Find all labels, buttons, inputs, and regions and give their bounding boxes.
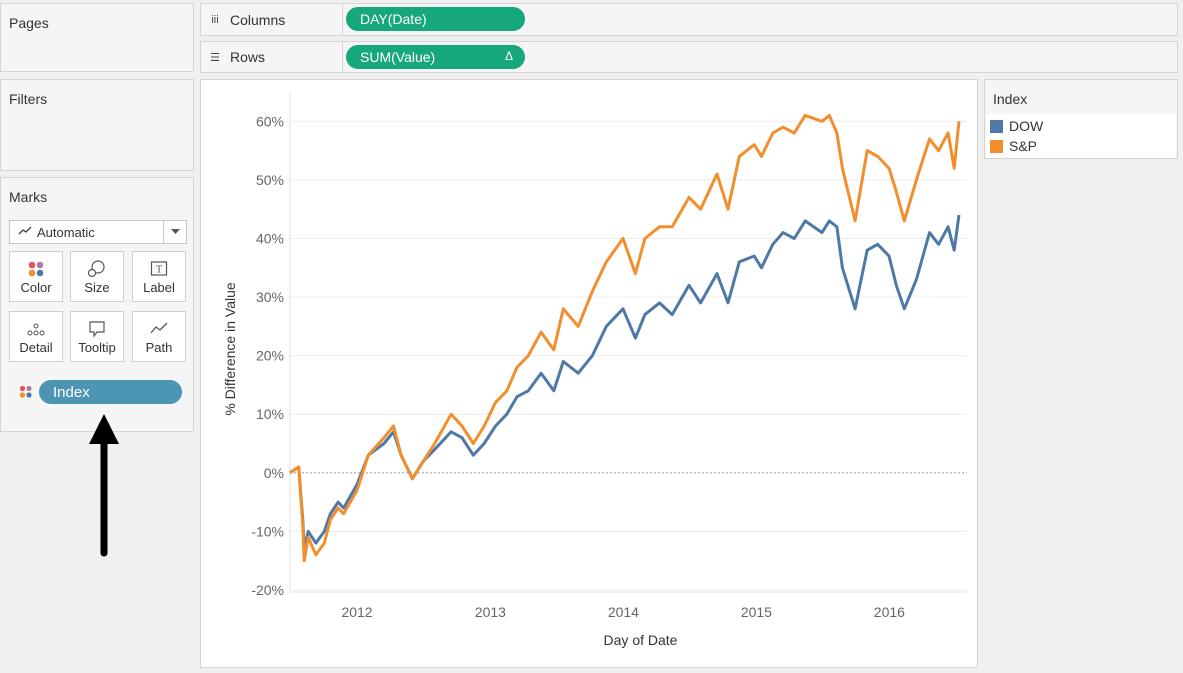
x-tick-label: 2012 <box>341 604 372 620</box>
x-tick-label: 2014 <box>608 604 639 620</box>
chart-area: 60% 50% 40% 30% 20% 10% 0% -10% -20% 2012 2013 2014… <box>200 79 978 668</box>
y-axis-title: % Difference in Value <box>222 282 238 416</box>
y-tick-label: 10% <box>256 406 284 422</box>
tooltip-button[interactable]: Tooltip <box>70 311 124 362</box>
rows-label: Rows <box>230 49 266 65</box>
marks-title: Marks <box>9 189 48 205</box>
label-icon: T <box>133 260 185 278</box>
size-button[interactable]: Size <box>70 251 124 302</box>
tooltip-label: Tooltip <box>78 340 116 355</box>
svg-text:T: T <box>156 265 162 276</box>
detail-button[interactable]: Detail <box>9 311 63 362</box>
y-tick-label: 0% <box>264 465 284 481</box>
mark-type-dropdown[interactable]: Automatic <box>9 220 187 244</box>
path-label: Path <box>145 340 173 355</box>
detail-icon <box>10 320 62 338</box>
rows-pill[interactable]: SUM(Value) Δ <box>346 45 525 69</box>
index-field-pill[interactable]: Index <box>39 380 182 404</box>
x-axis-title: Day of Date <box>604 632 678 648</box>
arrow-up-icon <box>89 414 119 557</box>
legend-swatch-sp <box>990 139 1003 153</box>
x-tick-label: 2016 <box>874 604 905 620</box>
filters-title: Filters <box>9 91 48 107</box>
size-icon <box>71 260 123 278</box>
color-icon <box>10 260 62 278</box>
line-chart-icon <box>18 223 32 241</box>
legend-body: DOW S&P <box>986 114 1176 158</box>
legend-label-sp: S&P <box>1009 138 1038 154</box>
series-line-dow <box>289 214 961 551</box>
columns-pill-text: DAY(Date) <box>360 11 427 27</box>
legend-title: Index <box>993 91 1028 107</box>
rows-pill-text: SUM(Value) <box>360 49 436 65</box>
legend-swatch-dow <box>990 119 1003 133</box>
legend-panel: Index DOW S&P <box>984 79 1178 159</box>
size-label: Size <box>84 280 110 295</box>
label-label: Label <box>143 280 175 295</box>
chevron-down-icon[interactable] <box>163 221 186 243</box>
columns-label: Columns <box>230 11 286 28</box>
rows-shelf-label: ☰ Rows <box>201 42 343 72</box>
mark-type-value: Automatic <box>37 224 95 240</box>
path-icon <box>133 320 185 338</box>
y-tick-label: 30% <box>256 289 284 305</box>
y-tick-label: -10% <box>251 523 284 539</box>
legend-item-sp[interactable]: S&P <box>990 137 1037 155</box>
label-button[interactable]: T Label <box>132 251 186 302</box>
y-tick-label: 50% <box>256 172 284 188</box>
pages-title: Pages <box>9 15 49 31</box>
pages-panel[interactable]: Pages <box>0 3 194 72</box>
legend-item-dow[interactable]: DOW <box>990 117 1043 135</box>
y-tick-label: 20% <box>256 348 284 364</box>
color-button[interactable]: Color <box>9 251 63 302</box>
tooltip-icon <box>71 320 123 338</box>
filters-panel[interactable]: Filters <box>0 79 194 171</box>
x-tick-label: 2015 <box>741 604 772 620</box>
rows-icon: ☰ <box>210 51 220 64</box>
y-tick-label: -20% <box>251 582 284 598</box>
color-encoding-icon <box>19 385 33 404</box>
legend-label-dow: DOW <box>1009 118 1044 134</box>
table-calc-delta-icon: Δ <box>504 49 513 63</box>
columns-shelf[interactable]: iii Columns DAY(Date) <box>200 3 1178 36</box>
rows-shelf[interactable]: ☰ Rows SUM(Value) Δ <box>200 41 1178 73</box>
columns-icon: iii <box>211 13 219 26</box>
y-tick-label: 40% <box>256 230 284 246</box>
x-tick-label: 2013 <box>475 604 506 620</box>
y-tick-label: 60% <box>256 113 284 129</box>
columns-pill[interactable]: DAY(Date) <box>346 7 525 31</box>
series-line-sp <box>289 113 961 563</box>
line-chart: 60% 50% 40% 30% 20% 10% 0% -10% -20% 2012 2013 2014… <box>222 92 967 648</box>
detail-label: Detail <box>19 340 53 355</box>
columns-shelf-label: iii Columns <box>201 4 343 35</box>
path-button[interactable]: Path <box>132 311 186 362</box>
marks-panel: Marks Automatic Color Size T Label <box>0 177 194 432</box>
color-label: Color <box>20 280 52 295</box>
